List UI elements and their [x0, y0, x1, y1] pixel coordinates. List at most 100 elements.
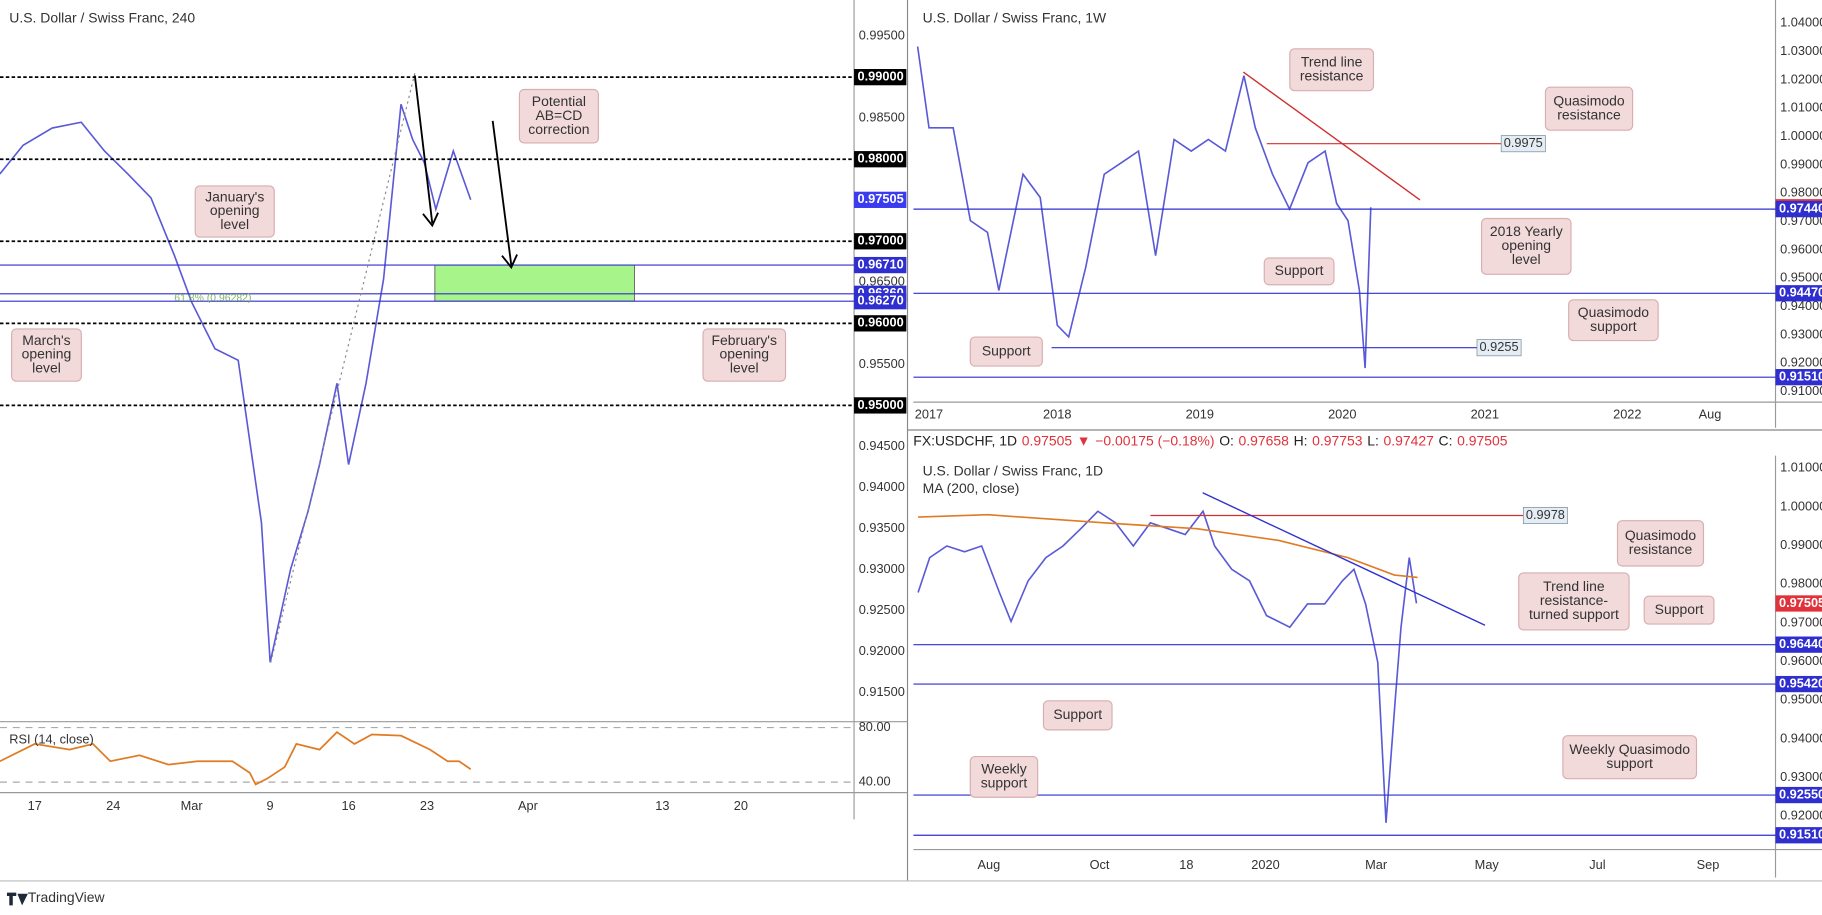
- x-tick-label: 2022: [1613, 406, 1641, 421]
- price-tag: [854, 293, 907, 310]
- x-tick-label: 2021: [1471, 406, 1499, 421]
- callout-text: resistance: [1300, 67, 1364, 83]
- level-box-label: 0.9255: [1480, 339, 1519, 354]
- price-tag-label: 0.96710: [858, 256, 904, 271]
- price-tag: [1775, 827, 1822, 844]
- price-tag: [1775, 595, 1822, 612]
- callout: [969, 336, 1043, 367]
- callout-text: January's: [205, 188, 264, 204]
- price-tag-label: 0.97505: [1779, 595, 1822, 610]
- y-tick-label: 0.93500: [859, 520, 905, 535]
- x-tick-label: 23: [420, 798, 434, 813]
- y-tick-label: 0.94000: [1780, 298, 1822, 313]
- plot-area: 0.9978: [913, 507, 1776, 836]
- price-tag-label: 0.94470: [1779, 285, 1822, 300]
- x-tick-label: Oct: [1090, 857, 1110, 872]
- fib-label: 61.8% (0.96282): [174, 293, 251, 304]
- level-box: [1476, 339, 1522, 357]
- callout-text: resistance: [1629, 541, 1693, 557]
- y-tick-label: 0.95500: [859, 356, 905, 371]
- y-tick-label: 1.00000: [1780, 128, 1822, 143]
- y-tick-label: 0.94000: [1780, 730, 1822, 745]
- x-tick-label: 9: [267, 798, 274, 813]
- plot-area: 61.8% (0.96282): [0, 76, 855, 663]
- y-tick-label: 0.94500: [859, 438, 905, 453]
- y-tick-label: 0.92500: [859, 602, 905, 617]
- y-tick-label: 0.95000: [1780, 692, 1822, 707]
- chart-subtitle: MA (200, close): [923, 480, 1020, 496]
- rsi-line: [0, 731, 472, 786]
- price-tag: [854, 397, 907, 414]
- y-tick-label: 80.00: [859, 719, 891, 734]
- callout: [1042, 700, 1113, 731]
- callout-text: Quasimodo: [1625, 527, 1697, 543]
- x-tick-label: 17: [28, 798, 42, 813]
- y-tick-label: 0.99000: [1780, 156, 1822, 171]
- y-tick-label: 0.98500: [859, 110, 905, 125]
- y-tick-label: 0.98000: [1780, 576, 1822, 591]
- callout-text: Trend line: [1543, 578, 1605, 594]
- header-part: −0.00175 (−0.18%): [1095, 432, 1214, 448]
- y-tick-label: 0.91500: [859, 684, 905, 699]
- x-tick-label: Aug: [978, 857, 1001, 872]
- header-part: FX:USDCHF, 1D: [913, 432, 1017, 448]
- level-box: [1500, 135, 1546, 153]
- x-tick-label: 18: [1179, 857, 1193, 872]
- y-tick-label: 0.94000: [859, 479, 905, 494]
- callout-text: correction: [528, 121, 589, 137]
- drawings: PotentialAB=CDcorrectionJanuary'sopening…: [11, 48, 1715, 798]
- fib-line: [270, 73, 416, 663]
- x-tick-label: 2018: [1043, 406, 1071, 421]
- x-tick-label: 2019: [1186, 406, 1214, 421]
- y-tick-label: 0.92000: [1780, 808, 1822, 823]
- price-tag: [854, 233, 907, 250]
- y-tick-label: 0.97000: [1780, 614, 1822, 629]
- y-tick-label: 1.01000: [1780, 100, 1822, 115]
- price-line: [918, 513, 1418, 579]
- callout: [702, 328, 787, 382]
- x-tick-label: 2017: [915, 406, 943, 421]
- price-tag: [854, 191, 907, 208]
- trend-line: [1242, 71, 1421, 201]
- header-part: C:: [1439, 432, 1453, 448]
- price-tag-label: 0.97440: [1779, 200, 1822, 215]
- price-tag: [1775, 786, 1822, 804]
- callout-text: level: [1512, 251, 1541, 267]
- callout: [1643, 595, 1715, 625]
- header-part: O:: [1219, 432, 1234, 448]
- price-tag: [854, 69, 907, 86]
- callout: [1289, 48, 1375, 92]
- y-tick-label: 0.99000: [1780, 537, 1822, 552]
- callout-text: opening: [719, 346, 769, 362]
- header-part: L:: [1367, 432, 1379, 448]
- level-box-label: 0.9975: [1504, 135, 1543, 150]
- x-tick-label: Jul: [1589, 857, 1605, 872]
- y-tick-label: 1.04000: [1780, 15, 1822, 30]
- price-tag: [1775, 285, 1822, 302]
- header-part: H:: [1294, 432, 1308, 448]
- arrow: [491, 120, 513, 266]
- callout-text: February's: [712, 332, 777, 348]
- price-tag: [1775, 636, 1822, 653]
- y-tick-label: 0.96500: [859, 274, 905, 289]
- chart-title: U.S. Dollar / Swiss Franc, 240: [9, 9, 195, 25]
- callout: [969, 756, 1039, 798]
- callout: [1518, 572, 1630, 631]
- y-tick-label: 1.03000: [1780, 43, 1822, 58]
- brand: TradingView: [28, 889, 106, 905]
- callout: [1616, 520, 1705, 567]
- logo: [6, 892, 28, 906]
- y-tick-label: 0.93000: [1780, 326, 1822, 341]
- y-tick-label: 0.92000: [859, 643, 905, 658]
- y-tick-label: 0.91000: [1780, 383, 1822, 398]
- price-line: [917, 509, 1418, 823]
- y-tick-label: 0.96000: [1780, 653, 1822, 668]
- callout-text: Support: [1655, 601, 1704, 617]
- symbol-header: FX:USDCHF, 1D 0.97505 ▼ −0.00175 (−0.18%) O:…: [913, 432, 1507, 448]
- callout: [1544, 86, 1634, 131]
- callout-text: Support: [1053, 706, 1102, 722]
- callout-text: opening: [210, 202, 260, 218]
- y-tick-label: 0.96000: [1780, 241, 1822, 256]
